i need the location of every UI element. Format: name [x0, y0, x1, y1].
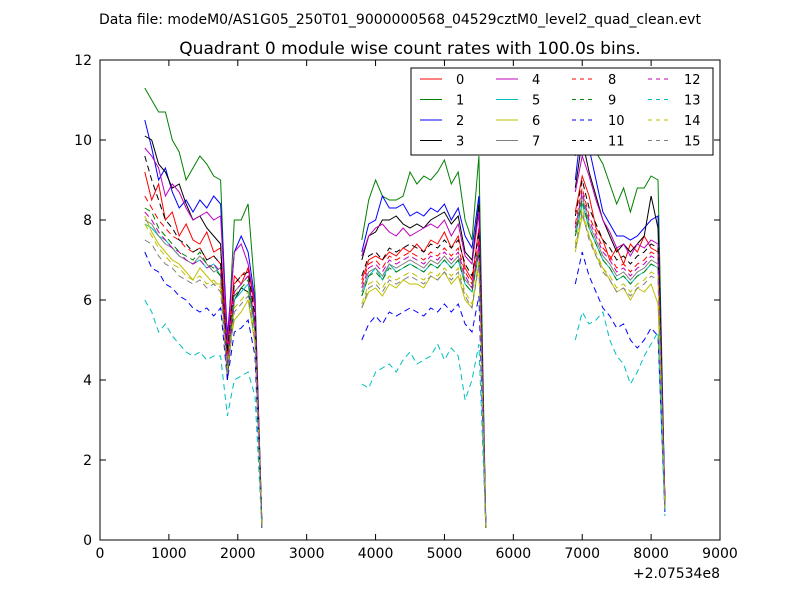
legend-label-8: 8 [608, 73, 616, 88]
series-9-line-1 [361, 251, 487, 529]
legend-label-12: 12 [684, 73, 701, 88]
legend-box [410, 67, 714, 156]
series-4-line-1 [361, 211, 487, 525]
legend-label-13: 13 [684, 94, 701, 109]
series-8-line-0 [144, 195, 263, 529]
series-12-line-1 [361, 243, 487, 529]
x-axis-offset-label: +2.07534e8 [633, 566, 720, 582]
y-tick-label-0: 0 [83, 533, 92, 549]
series-14-line-1 [361, 259, 487, 529]
x-tick-label-8: 8000 [633, 546, 669, 562]
series-13-line-2 [574, 310, 666, 517]
legend-label-9: 9 [608, 94, 616, 109]
series-8-line-2 [574, 187, 666, 509]
series-3-line-2 [574, 139, 666, 505]
series-15-line-1 [361, 263, 487, 529]
x-tick-label-7: 7000 [564, 546, 600, 562]
series-6-line-1 [361, 263, 487, 529]
series-13-line-1 [361, 342, 487, 529]
series-13-line-0 [144, 299, 263, 529]
legend-label-1: 1 [456, 94, 464, 109]
series-5-line-0 [144, 223, 263, 529]
series-10-line-0 [144, 251, 263, 529]
datafile-label: Data file: modeM0/AS1G05_250T01_90000005… [99, 12, 701, 28]
legend-label-10: 10 [608, 114, 625, 129]
legend-label-15: 15 [684, 135, 701, 150]
plot-frame [99, 59, 721, 541]
x-tick-label-4: 4000 [358, 546, 394, 562]
series-12-line-2 [574, 191, 666, 509]
y-tick-label-4: 8 [83, 213, 92, 229]
series-14-line-0 [144, 223, 263, 529]
series-11-line-2 [574, 179, 666, 505]
y-tick-label-1: 2 [83, 453, 92, 469]
series-7-line-1 [361, 247, 487, 529]
x-tick-label-0: 0 [96, 546, 105, 562]
series-3-line-0 [144, 135, 263, 529]
x-tick-label-1: 1000 [151, 546, 187, 562]
series-11-line-1 [361, 231, 487, 529]
series-7-line-2 [574, 195, 666, 509]
x-tick-label-6: 6000 [496, 546, 532, 562]
series-4-line-2 [574, 154, 666, 501]
series-6-line-0 [144, 215, 263, 529]
series-2-line-1 [361, 194, 487, 525]
x-tick-label-5: 5000 [427, 546, 463, 562]
series-1-line-1 [361, 155, 487, 525]
chart-title: Quadrant 0 module wise count rates with … [179, 39, 640, 59]
y-tick-label-3: 6 [83, 293, 92, 309]
legend-label-4: 4 [532, 73, 540, 88]
series-2-line-0 [144, 119, 263, 525]
series-15-line-0 [144, 239, 263, 529]
series-9-line-2 [574, 199, 666, 509]
legend-label-5: 5 [532, 94, 540, 109]
series-6-line-2 [574, 214, 666, 509]
legend-label-14: 14 [684, 114, 701, 129]
legend-label-7: 7 [532, 135, 540, 150]
series-10-line-2 [574, 251, 666, 513]
x-tick-label-2: 2000 [220, 546, 256, 562]
series-15-line-2 [574, 211, 666, 509]
series-14-line-2 [574, 207, 666, 509]
series-5-line-2 [574, 203, 666, 509]
series-4-line-0 [144, 147, 263, 525]
series-1-line-0 [144, 87, 263, 525]
legend-label-0: 0 [456, 73, 464, 88]
axes: 0 1000 2000 3000 4000 5000 6000 7000 8000 9000 0 2 4… [74, 53, 738, 562]
series-12-line-0 [144, 211, 263, 529]
y-tick-label-6: 12 [74, 53, 92, 69]
legend-label-2: 2 [456, 114, 464, 129]
series-2-line-2 [574, 119, 666, 501]
x-tick-label-3: 3000 [289, 546, 325, 562]
legend-label-6: 6 [532, 114, 540, 129]
plot-area [144, 87, 666, 540]
legend-label-3: 3 [456, 135, 464, 150]
series-11-line-0 [144, 155, 263, 529]
series-lines [144, 87, 666, 540]
y-tick-label-2: 4 [83, 373, 92, 389]
series-9-line-0 [144, 207, 263, 529]
y-tick-label-5: 10 [74, 133, 92, 149]
series-8-line-1 [361, 239, 487, 529]
series-0-line-0 [144, 171, 263, 525]
series-10-line-1 [361, 295, 487, 529]
legend-label-11: 11 [608, 135, 625, 150]
x-tick-label-9: 9000 [702, 546, 738, 562]
